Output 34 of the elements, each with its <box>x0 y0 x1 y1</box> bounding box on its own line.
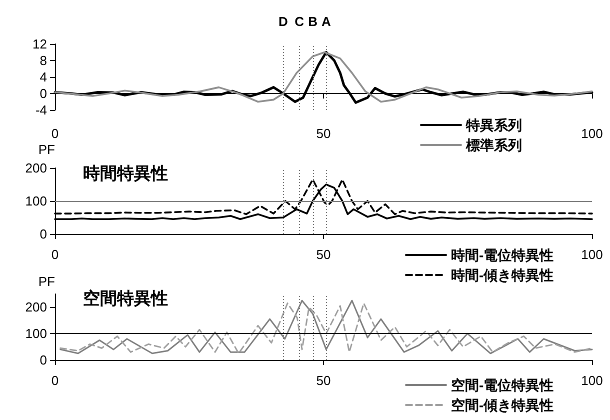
ref-line-label: A <box>321 14 332 29</box>
x-tick-label: 0 <box>51 126 59 141</box>
chart-title: 時間特異性 <box>83 164 168 183</box>
x-tick-label: 50 <box>316 126 331 141</box>
ref-line-label: B <box>308 14 318 29</box>
y-tick-label: 100 <box>25 194 47 208</box>
x-tick-label: 50 <box>316 247 331 262</box>
y-tick-label: 4 <box>40 70 47 84</box>
legend-label: 時間-傾き特異性 <box>451 267 554 283</box>
ref-line-label: D <box>278 14 288 29</box>
y-tick-label: 100 <box>25 326 47 342</box>
x-tick-label: 0 <box>51 373 59 388</box>
y-tick-label: 0 <box>40 226 47 242</box>
y-tick-label: 200 <box>25 160 47 176</box>
y-tick-label: 0 <box>40 352 47 368</box>
y-tick-label: 8 <box>40 53 47 68</box>
x-tick-label: 0 <box>51 247 59 262</box>
ref-line-label: C <box>294 14 305 29</box>
legend-label: 標準系列 <box>465 137 522 153</box>
legend-label: 空間-傾き特異性 <box>451 397 554 413</box>
y-tick-label: -4 <box>35 102 47 118</box>
x-tick-label: 100 <box>581 126 603 141</box>
y-tick-label: 12 <box>32 36 47 52</box>
legend-label: 空間-電位特異性 <box>451 377 554 393</box>
x-tick-label: 50 <box>316 373 331 388</box>
x-tick-label: 100 <box>581 247 603 262</box>
y-tick-label: 0 <box>40 86 47 101</box>
y-tick-label: 200 <box>25 300 47 315</box>
y-axis-title: PF <box>38 274 56 289</box>
x-tick-label: 100 <box>581 373 603 388</box>
legend-label: 特異系列 <box>465 117 522 133</box>
y-axis-title: PF <box>38 142 56 157</box>
chart-title: 空間特異性 <box>83 289 168 308</box>
legend-label: 時間-電位特異性 <box>451 247 554 263</box>
